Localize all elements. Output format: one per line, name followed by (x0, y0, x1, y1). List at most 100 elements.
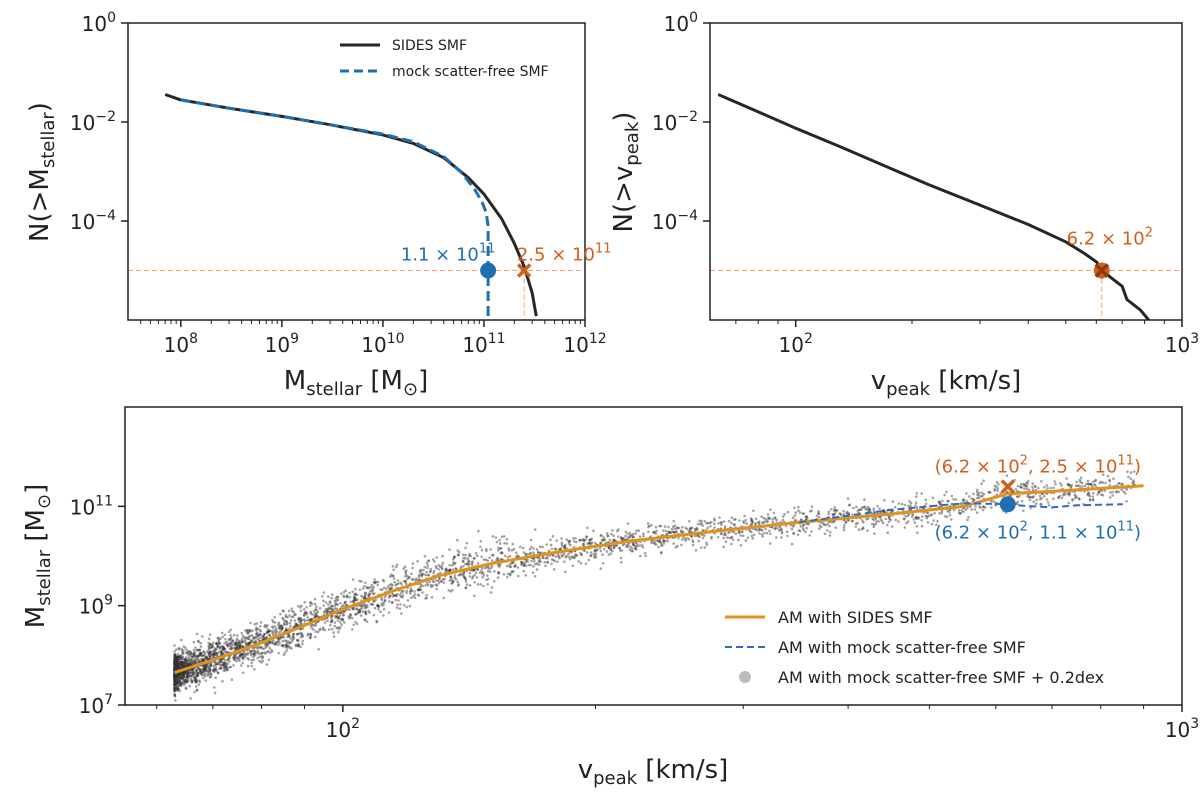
scatter-point (199, 641, 202, 645)
scatter-point (193, 690, 196, 694)
scatter-point (1091, 495, 1095, 499)
scatter-point (395, 606, 399, 609)
scatter-point (173, 682, 177, 686)
scatter-point (211, 652, 214, 656)
scatter-point (234, 643, 237, 646)
scatter-point (752, 509, 755, 513)
scatter-point (827, 510, 831, 513)
scatter-point (1062, 492, 1066, 495)
scatter-point (459, 565, 463, 569)
scatter-point (197, 667, 200, 670)
scatter-point (255, 631, 259, 634)
scatter-point (1100, 493, 1103, 497)
scatter-point (572, 555, 576, 559)
scatter-point (482, 558, 486, 561)
scatter-point (926, 521, 930, 524)
scatter-point (520, 562, 524, 566)
scatter-point (502, 573, 506, 576)
scatter-point (775, 518, 778, 522)
scatter-point (487, 577, 490, 581)
scatter-point (730, 521, 733, 525)
scatter-point (532, 551, 535, 554)
scatter-point (337, 630, 340, 634)
scatter-point (296, 638, 299, 642)
scatter-point (439, 580, 443, 583)
scatter-point (174, 665, 177, 668)
scatter-point (773, 527, 776, 530)
scatter-point (976, 488, 979, 492)
scatter-point (535, 562, 539, 565)
scatter-point (717, 522, 720, 525)
scatter-point (308, 618, 311, 622)
scatter-point (590, 537, 594, 541)
scatter-point (207, 647, 211, 650)
scatter-point (184, 656, 188, 659)
scatter-point (1087, 492, 1091, 495)
scatter-point (182, 657, 185, 661)
scatter-point (333, 624, 337, 628)
scatter-point (204, 664, 207, 667)
scatter-point (698, 519, 701, 523)
scatter-point (288, 621, 292, 625)
scatter-point (312, 616, 316, 620)
scatter-point (226, 662, 230, 666)
scatter-point (197, 660, 201, 663)
scatter-point (302, 608, 306, 611)
scatter-point (464, 556, 467, 560)
scatter-point (430, 585, 433, 589)
scatter-point (203, 652, 207, 655)
scatter-point (355, 607, 358, 611)
scatter-point (974, 504, 977, 508)
scatter-point (496, 563, 500, 567)
scatter-point (550, 558, 554, 561)
scatter-point (530, 559, 533, 563)
scatter-point (654, 525, 658, 529)
scatter-point (748, 529, 752, 533)
scatter-point (240, 652, 244, 656)
scatter-point (252, 658, 256, 662)
top-left-series-mock-scatter-free-smf (180, 98, 490, 320)
scatter-point (449, 575, 452, 578)
scatter-point (607, 546, 611, 550)
scatter-point (185, 675, 189, 678)
scatter-point (733, 518, 736, 521)
scatter-point (312, 609, 316, 613)
scatter-point (373, 600, 376, 603)
scatter-point (587, 541, 591, 544)
scatter-point (173, 666, 177, 669)
scatter-point (808, 534, 811, 537)
scatter-point (419, 588, 422, 591)
scatter-point (616, 535, 620, 538)
scatter-point (508, 555, 512, 558)
scatter-point (292, 610, 295, 614)
scatter-point (555, 539, 558, 542)
scatter-point (258, 633, 261, 636)
scatter-point (326, 603, 330, 606)
scatter-point (685, 527, 689, 531)
scatter-point (287, 640, 290, 643)
scatter-point (720, 521, 723, 524)
scatter-point (173, 661, 176, 664)
scatter-point (833, 506, 837, 509)
scatter-point (589, 554, 593, 557)
scatter-point (464, 578, 468, 581)
scatter-point (323, 621, 327, 624)
scatter-point (331, 627, 334, 631)
scatter-point (880, 519, 884, 523)
scatter-point (285, 649, 289, 652)
scatter-point (1079, 480, 1082, 484)
scatter-point (249, 621, 252, 625)
scatter-point (932, 519, 935, 522)
scatter-point (363, 595, 367, 598)
scatter-point (766, 513, 770, 516)
scatter-point (334, 607, 337, 610)
scatter-point (700, 521, 703, 525)
scatter-point (417, 575, 421, 578)
scatter-point (1067, 501, 1070, 505)
scatter-point (496, 576, 500, 579)
scatter-point (826, 529, 829, 532)
scatter-point (197, 639, 200, 643)
scatter-point (945, 490, 948, 494)
scatter-point (463, 577, 467, 580)
scatter-point (1078, 478, 1082, 482)
